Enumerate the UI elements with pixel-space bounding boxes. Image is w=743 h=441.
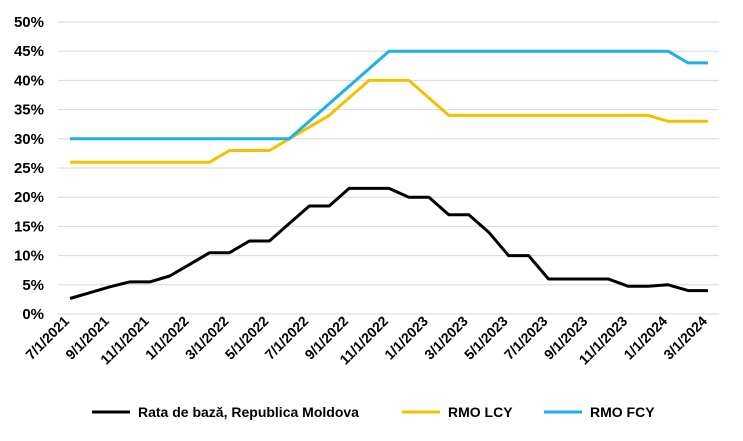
y-tick-label: 20% bbox=[14, 189, 44, 206]
x-tick-label: 3/1/2024 bbox=[660, 313, 710, 363]
y-tick-label: 15% bbox=[14, 218, 44, 235]
y-tick-label: 10% bbox=[14, 248, 44, 265]
series-line-3 bbox=[70, 49, 708, 141]
y-tick-label: 30% bbox=[14, 131, 44, 148]
x-axis-tick-labels: 7/1/20219/1/202111/1/20211/1/20223/1/202… bbox=[22, 313, 710, 368]
y-tick-label: 45% bbox=[14, 43, 44, 60]
series-lines bbox=[69, 49, 708, 300]
series-line-2 bbox=[70, 78, 708, 164]
gridlines bbox=[58, 21, 719, 315]
y-tick-label: 25% bbox=[14, 160, 44, 177]
series-line-1 bbox=[69, 186, 708, 300]
legend-label: Rata de bază, Republica Moldova bbox=[138, 404, 359, 420]
legend-label: RMO LCY bbox=[448, 404, 513, 420]
y-tick-label: 5% bbox=[22, 277, 44, 294]
legend: Rata de bază, Republica Moldova RMO LCY RM… bbox=[92, 404, 655, 420]
y-tick-label: 50% bbox=[14, 14, 44, 31]
y-tick-label: 0% bbox=[22, 306, 44, 323]
y-axis-tick-labels: 0% 5% 10% 15% 20% 25% 30% 35% 40% 45% 50% bbox=[14, 14, 44, 323]
y-tick-label: 40% bbox=[14, 72, 44, 89]
y-tick-label: 35% bbox=[14, 102, 44, 119]
legend-label: RMO FCY bbox=[590, 404, 655, 420]
